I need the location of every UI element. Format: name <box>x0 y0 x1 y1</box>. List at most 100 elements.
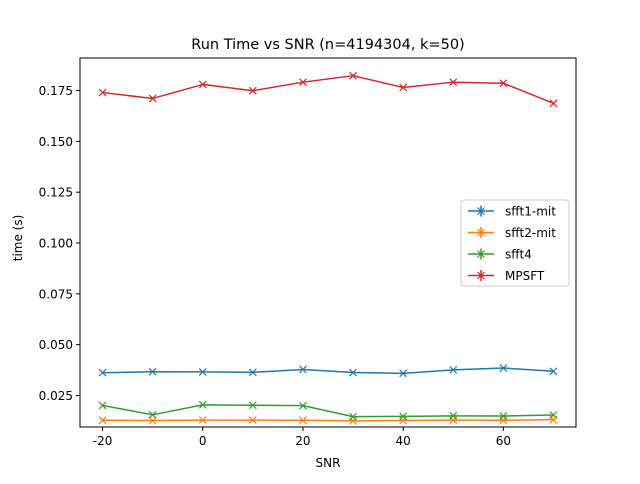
point-marker-stroke <box>399 369 408 378</box>
x-tick-label: 20 <box>295 434 310 448</box>
point-marker-stroke <box>148 416 157 425</box>
legend-label: sfft2-mit <box>505 226 556 240</box>
point-marker-stroke <box>248 401 257 410</box>
x-tick-label: 40 <box>396 434 411 448</box>
point-marker-stroke <box>449 78 458 87</box>
data-point <box>549 411 558 419</box>
point-marker-stroke <box>198 367 207 376</box>
data-point <box>248 401 257 410</box>
data-point <box>299 365 307 374</box>
point-marker-stroke <box>349 412 357 421</box>
point-marker-stroke <box>349 71 357 80</box>
point-marker-stroke <box>549 411 558 419</box>
data-point <box>148 416 157 425</box>
point-marker-stroke <box>98 368 107 377</box>
data-point <box>349 71 357 80</box>
x-tick-label: 0 <box>199 434 207 448</box>
point-marker-stroke <box>148 94 157 103</box>
y-tick-label: 0.025 <box>39 389 73 403</box>
data-point <box>499 364 508 372</box>
data-point <box>198 416 207 425</box>
legend-entry-sfft2-mit: sfft2-mit <box>468 226 556 240</box>
data-point <box>198 367 207 376</box>
point-marker-stroke <box>499 412 508 420</box>
point-marker-stroke <box>248 416 257 425</box>
point-marker-stroke <box>299 365 307 374</box>
legend-marker <box>477 271 485 280</box>
point-marker-stroke <box>198 400 207 409</box>
series-line <box>102 367 554 375</box>
point-marker-stroke <box>399 83 408 92</box>
point-marker-stroke <box>549 367 558 376</box>
series-mpsft <box>98 71 558 108</box>
point-marker-stroke <box>198 80 207 89</box>
point-marker-stroke <box>299 416 307 425</box>
y-axis-label: time (s) <box>11 215 25 262</box>
legend-label: MPSFT <box>505 269 545 283</box>
series-layer <box>98 71 558 425</box>
point-marker-stroke <box>148 367 157 376</box>
data-point <box>399 83 408 92</box>
y-tick-label: 0.150 <box>39 135 73 149</box>
data-point <box>148 367 157 376</box>
data-point <box>299 401 307 410</box>
point-marker-stroke <box>499 364 508 372</box>
data-point <box>248 416 257 425</box>
chart-title: Run Time vs SNR (n=4194304, k=50) <box>191 37 464 53</box>
legend-entry-sfft4: sfft4 <box>468 248 532 262</box>
legend-marker <box>477 207 485 215</box>
point-marker-stroke <box>499 79 508 88</box>
point-marker-stroke <box>349 368 357 377</box>
point-marker-stroke <box>98 416 107 425</box>
data-point <box>399 369 408 378</box>
data-point <box>449 365 458 374</box>
point-marker-stroke <box>248 86 257 95</box>
legend-entry-mpsft: MPSFT <box>468 269 545 283</box>
data-point <box>98 368 107 377</box>
point-marker-stroke <box>549 99 558 108</box>
data-point <box>198 400 207 409</box>
x-tick-label: -20 <box>93 434 113 448</box>
series-sfft4 <box>98 400 558 421</box>
data-point <box>449 411 458 420</box>
point-marker-stroke <box>248 368 257 377</box>
data-point <box>198 80 207 89</box>
point-marker-stroke <box>198 416 207 425</box>
data-point <box>299 416 307 425</box>
axes-layer: -20 0 20 40 60 0.025 0.050 0.075 0.100 0.125 0.150… <box>39 57 577 448</box>
data-point <box>248 86 257 95</box>
legend-entry-sfft1-mit: sfft1-mit <box>468 205 556 219</box>
legend-marker <box>477 250 485 258</box>
data-point <box>449 78 458 87</box>
data-point <box>499 79 508 88</box>
point-marker-stroke <box>449 365 458 374</box>
data-point <box>499 412 508 420</box>
point-marker-stroke <box>299 78 307 87</box>
legend-label: sfft4 <box>505 248 532 262</box>
legend: sfft1-mit sfft2-mit sfft4 MPSFT <box>460 199 570 287</box>
y-tick-label: 0.075 <box>39 287 73 301</box>
series-line <box>102 74 554 105</box>
x-axis-label: SNR <box>316 456 341 470</box>
point-marker-stroke <box>98 401 107 410</box>
data-point <box>98 401 107 410</box>
data-point <box>148 410 157 419</box>
data-point <box>148 94 157 103</box>
legend-marker <box>477 228 485 237</box>
legend-box <box>460 199 570 287</box>
data-point <box>98 88 107 97</box>
series-sfft1-mit <box>98 364 558 378</box>
data-point <box>349 412 357 421</box>
data-point <box>248 368 257 377</box>
data-point <box>98 416 107 425</box>
y-tick-label: 0.050 <box>39 338 73 352</box>
data-point <box>299 78 307 87</box>
point-marker-stroke <box>399 412 408 421</box>
data-point <box>549 367 558 376</box>
data-point <box>549 99 558 108</box>
legend-label: sfft1-mit <box>505 205 556 219</box>
data-point <box>399 412 408 421</box>
y-tick-label: 0.100 <box>39 237 73 251</box>
